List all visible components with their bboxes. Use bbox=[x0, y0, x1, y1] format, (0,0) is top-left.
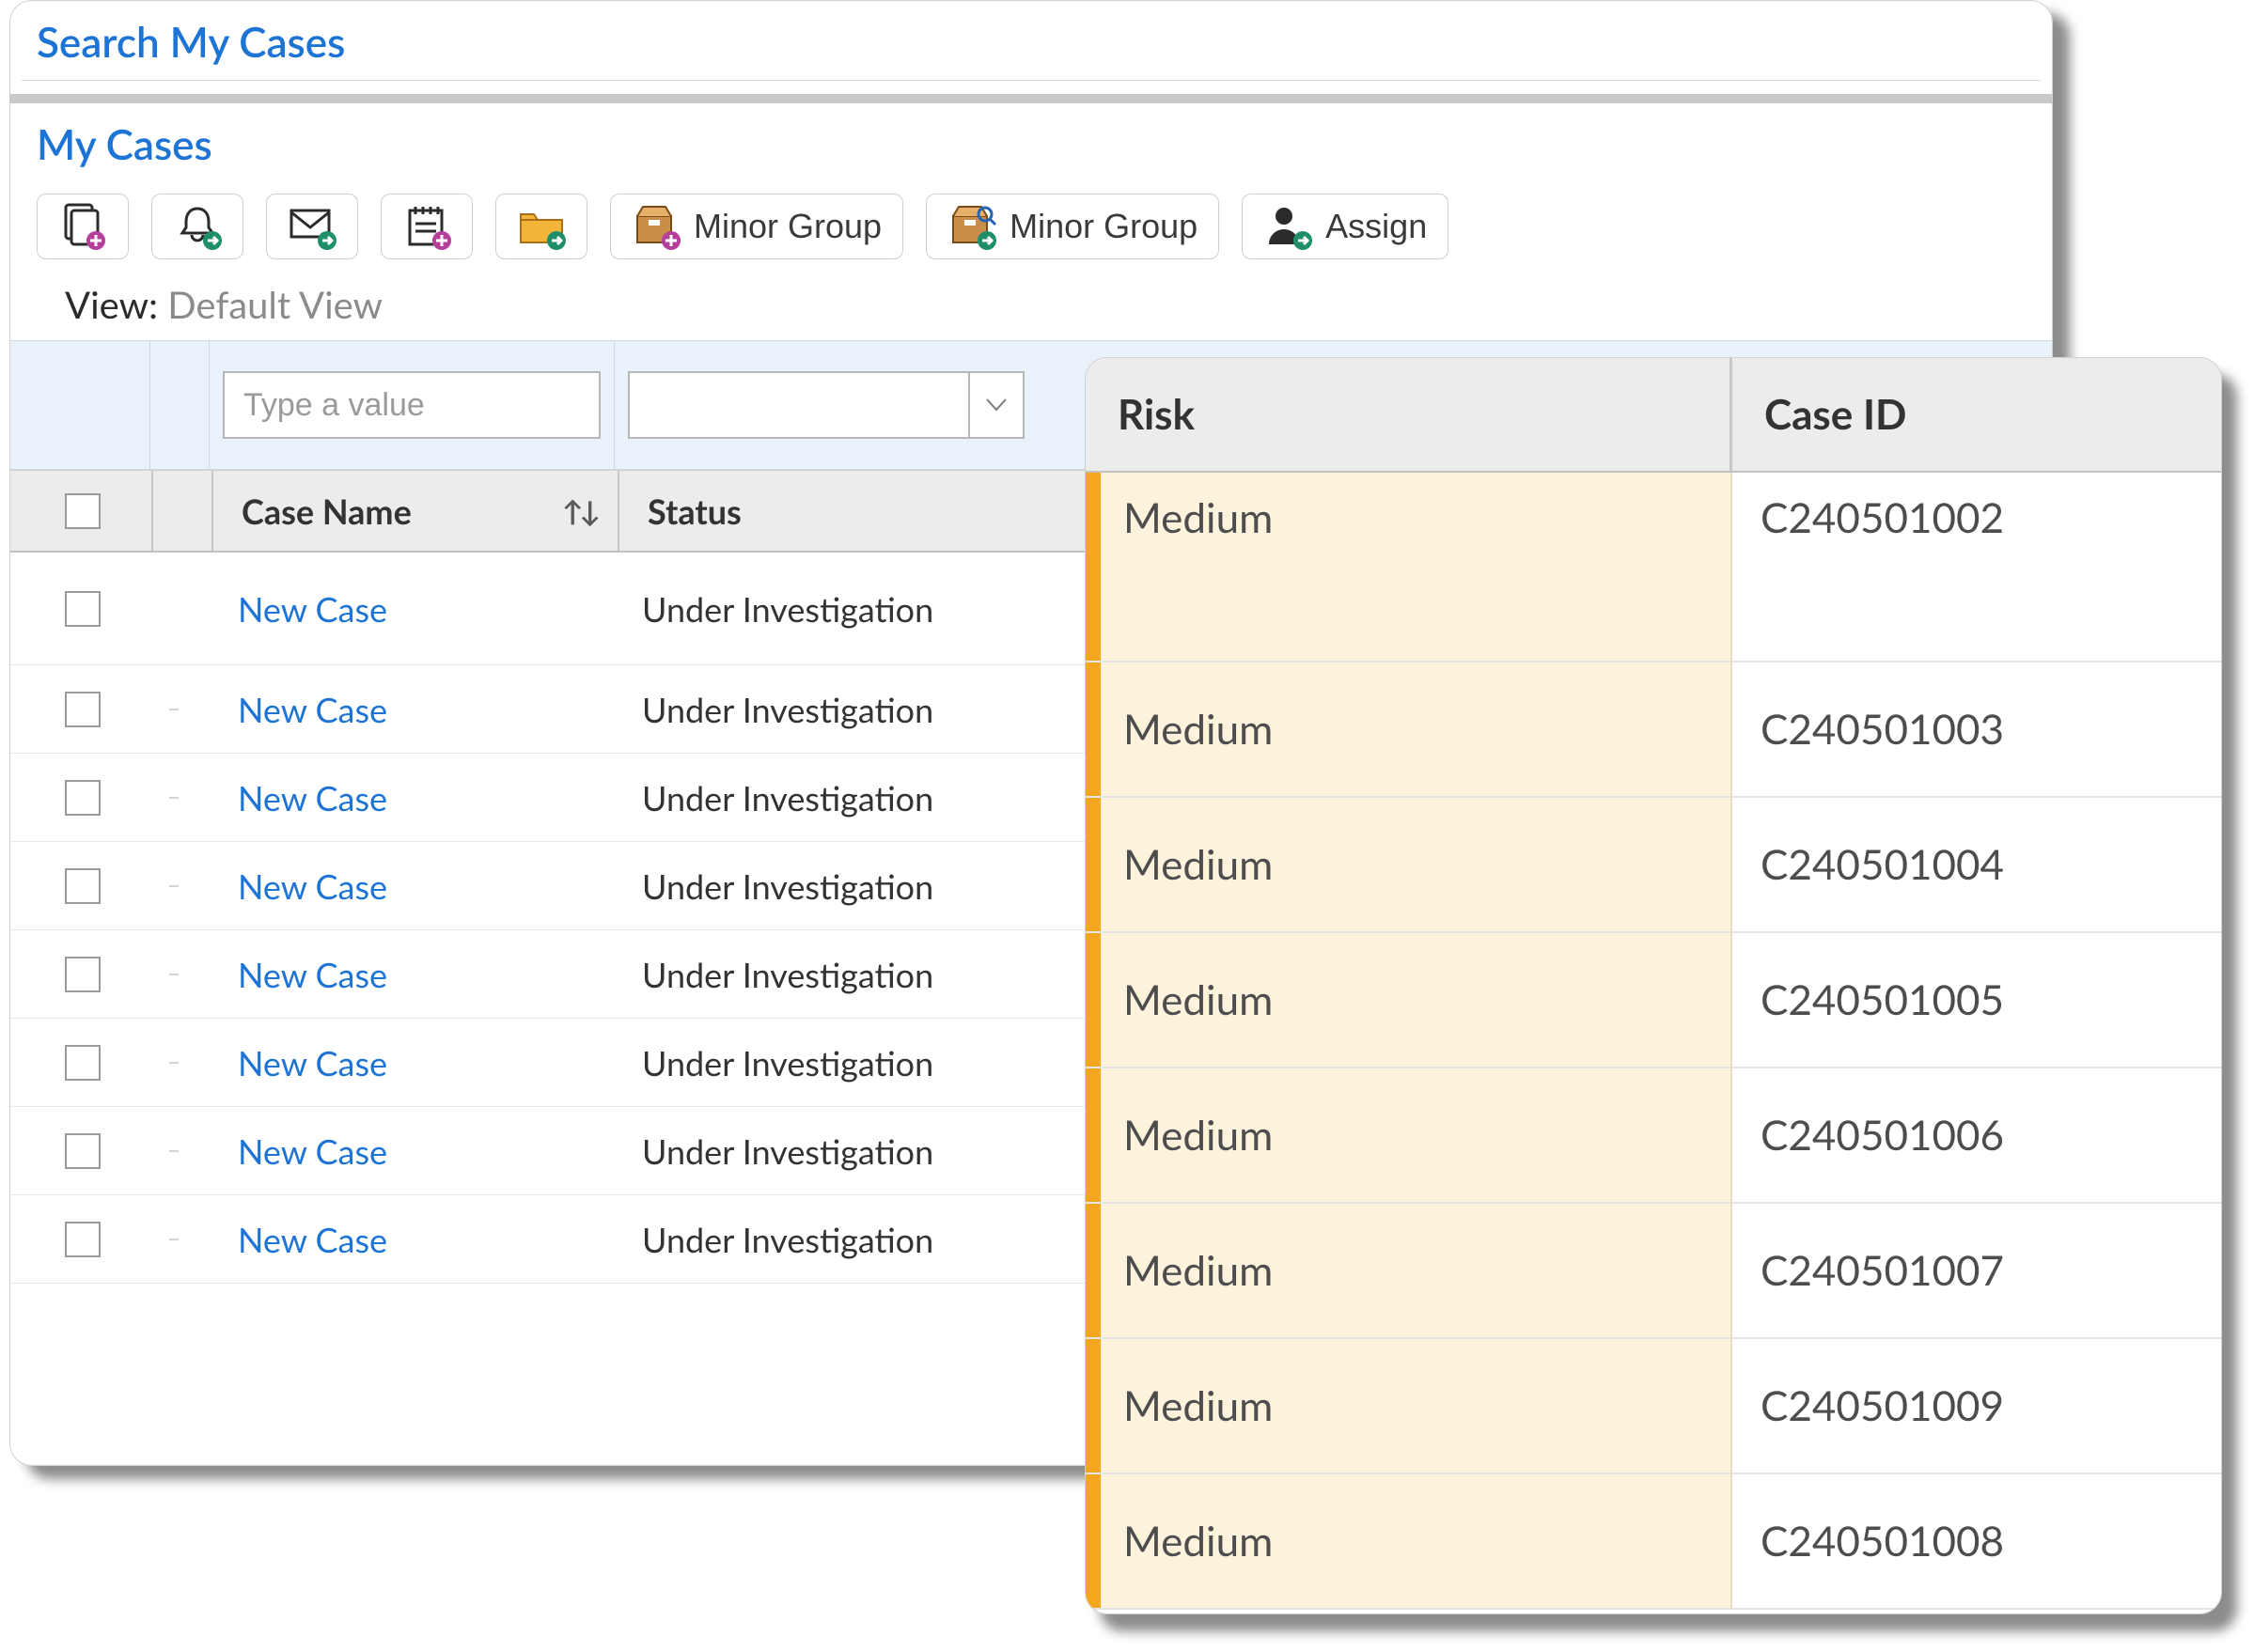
person-go-icon bbox=[1263, 203, 1312, 250]
view-value[interactable]: Default View bbox=[167, 282, 383, 327]
table-row: Medium C240501003 bbox=[1086, 662, 2221, 798]
minor-group-1-label: Minor Group bbox=[694, 207, 882, 246]
dash-icon bbox=[169, 885, 192, 887]
column-case-id-label: Case ID bbox=[1764, 390, 1906, 439]
row-checkbox[interactable] bbox=[65, 957, 101, 992]
folder-go-icon bbox=[517, 203, 566, 250]
case-id-value: C240501006 bbox=[1732, 1068, 2221, 1202]
filter-status-select[interactable] bbox=[628, 371, 1025, 439]
view-label: View: bbox=[65, 282, 167, 327]
row-checkbox[interactable] bbox=[65, 692, 101, 727]
minor-group-2-label: Minor Group bbox=[1010, 207, 1197, 246]
bell-go-icon bbox=[173, 203, 222, 250]
risk-value: Medium bbox=[1101, 473, 1732, 661]
filter-case-name-input[interactable] bbox=[223, 371, 601, 439]
row-checkbox[interactable] bbox=[65, 1222, 101, 1257]
risk-indicator-bar bbox=[1086, 473, 1101, 661]
column-case-name-label: Case Name bbox=[242, 491, 412, 532]
box-search-icon bbox=[947, 203, 996, 250]
case-id-value: C240501007 bbox=[1732, 1204, 2221, 1337]
case-id-value: C240501004 bbox=[1732, 798, 2221, 931]
folder-go-button[interactable] bbox=[495, 194, 587, 259]
column-case-id[interactable]: Case ID bbox=[1732, 358, 2221, 471]
case-id-value: C240501005 bbox=[1732, 933, 2221, 1067]
note-add-button[interactable] bbox=[381, 194, 473, 259]
copy-add-icon bbox=[58, 203, 107, 250]
case-name-link[interactable]: New Case bbox=[238, 689, 387, 730]
risk-indicator-bar bbox=[1086, 662, 1101, 796]
dash-icon bbox=[169, 1150, 192, 1152]
risk-indicator-bar bbox=[1086, 1204, 1101, 1337]
dash-icon bbox=[169, 1062, 192, 1064]
chevron-down-icon bbox=[968, 373, 1023, 437]
risk-indicator-bar bbox=[1086, 1339, 1101, 1473]
risk-value: Medium bbox=[1101, 933, 1732, 1067]
case-name-link[interactable]: New Case bbox=[238, 1130, 387, 1172]
column-case-name[interactable]: Case Name ↑↓ bbox=[213, 471, 618, 551]
toolbar: Minor Group Minor Group Assign bbox=[10, 182, 2052, 274]
row-checkbox[interactable] bbox=[65, 780, 101, 816]
sort-icon: ↑↓ bbox=[562, 494, 597, 528]
case-id-value: C240501009 bbox=[1732, 1339, 2221, 1473]
column-status-label: Status bbox=[648, 491, 742, 532]
table-row: Medium C240501002 bbox=[1086, 473, 2221, 662]
column-risk-label: Risk bbox=[1118, 390, 1195, 439]
table-row: Medium C240501005 bbox=[1086, 933, 2221, 1068]
case-name-link[interactable]: New Case bbox=[238, 1219, 387, 1260]
front-grid-body: Medium C240501002 Medium C240501003 Medi… bbox=[1086, 473, 2221, 1610]
risk-caseid-card: Risk Case ID Medium C240501002 Medium C2… bbox=[1085, 357, 2222, 1614]
row-checkbox[interactable] bbox=[65, 1133, 101, 1169]
front-grid-header: Risk Case ID bbox=[1086, 358, 2221, 473]
case-name-link[interactable]: New Case bbox=[238, 954, 387, 995]
risk-value: Medium bbox=[1101, 798, 1732, 931]
note-add-icon bbox=[402, 203, 451, 250]
search-my-cases-title[interactable]: Search My Cases bbox=[10, 1, 2052, 80]
dash-icon bbox=[169, 1239, 192, 1240]
dash-icon bbox=[169, 709, 192, 710]
case-id-value: C240501002 bbox=[1732, 473, 2221, 661]
assign-label: Assign bbox=[1325, 207, 1427, 246]
table-row: Medium C240501007 bbox=[1086, 1204, 2221, 1339]
table-row: Medium C240501008 bbox=[1086, 1474, 2221, 1610]
section-divider bbox=[10, 94, 2052, 103]
table-row: Medium C240501009 bbox=[1086, 1339, 2221, 1474]
dash-icon bbox=[169, 974, 192, 975]
mail-go-button[interactable] bbox=[266, 194, 358, 259]
case-name-link[interactable]: New Case bbox=[238, 777, 387, 818]
risk-indicator-bar bbox=[1086, 1474, 1101, 1608]
risk-indicator-bar bbox=[1086, 798, 1101, 931]
risk-indicator-bar bbox=[1086, 1068, 1101, 1202]
dash-icon bbox=[169, 797, 192, 799]
risk-value: Medium bbox=[1101, 1339, 1732, 1473]
select-all-checkbox[interactable] bbox=[65, 493, 101, 529]
bell-go-button[interactable] bbox=[151, 194, 243, 259]
row-checkbox[interactable] bbox=[65, 868, 101, 904]
mail-go-icon bbox=[288, 203, 337, 250]
risk-value: Medium bbox=[1101, 1068, 1732, 1202]
minor-group-2-button[interactable]: Minor Group bbox=[926, 194, 1219, 259]
table-row: Medium C240501006 bbox=[1086, 1068, 2221, 1204]
row-checkbox[interactable] bbox=[65, 1045, 101, 1081]
case-name-link[interactable]: New Case bbox=[238, 865, 387, 907]
case-name-link[interactable]: New Case bbox=[238, 1042, 387, 1083]
case-id-value: C240501008 bbox=[1732, 1474, 2221, 1608]
column-risk[interactable]: Risk bbox=[1086, 358, 1732, 471]
case-name-link[interactable]: New Case bbox=[238, 588, 387, 630]
row-checkbox[interactable] bbox=[65, 591, 101, 627]
box-add-icon bbox=[632, 203, 681, 250]
table-row: Medium C240501004 bbox=[1086, 798, 2221, 933]
risk-value: Medium bbox=[1101, 662, 1732, 796]
case-id-value: C240501003 bbox=[1732, 662, 2221, 796]
minor-group-1-button[interactable]: Minor Group bbox=[610, 194, 903, 259]
view-line: View: Default View bbox=[10, 274, 2052, 340]
my-cases-title: My Cases bbox=[10, 103, 2052, 182]
risk-indicator-bar bbox=[1086, 933, 1101, 1067]
assign-button[interactable]: Assign bbox=[1242, 194, 1448, 259]
risk-value: Medium bbox=[1101, 1204, 1732, 1337]
risk-value: Medium bbox=[1101, 1474, 1732, 1608]
copy-add-button[interactable] bbox=[37, 194, 129, 259]
